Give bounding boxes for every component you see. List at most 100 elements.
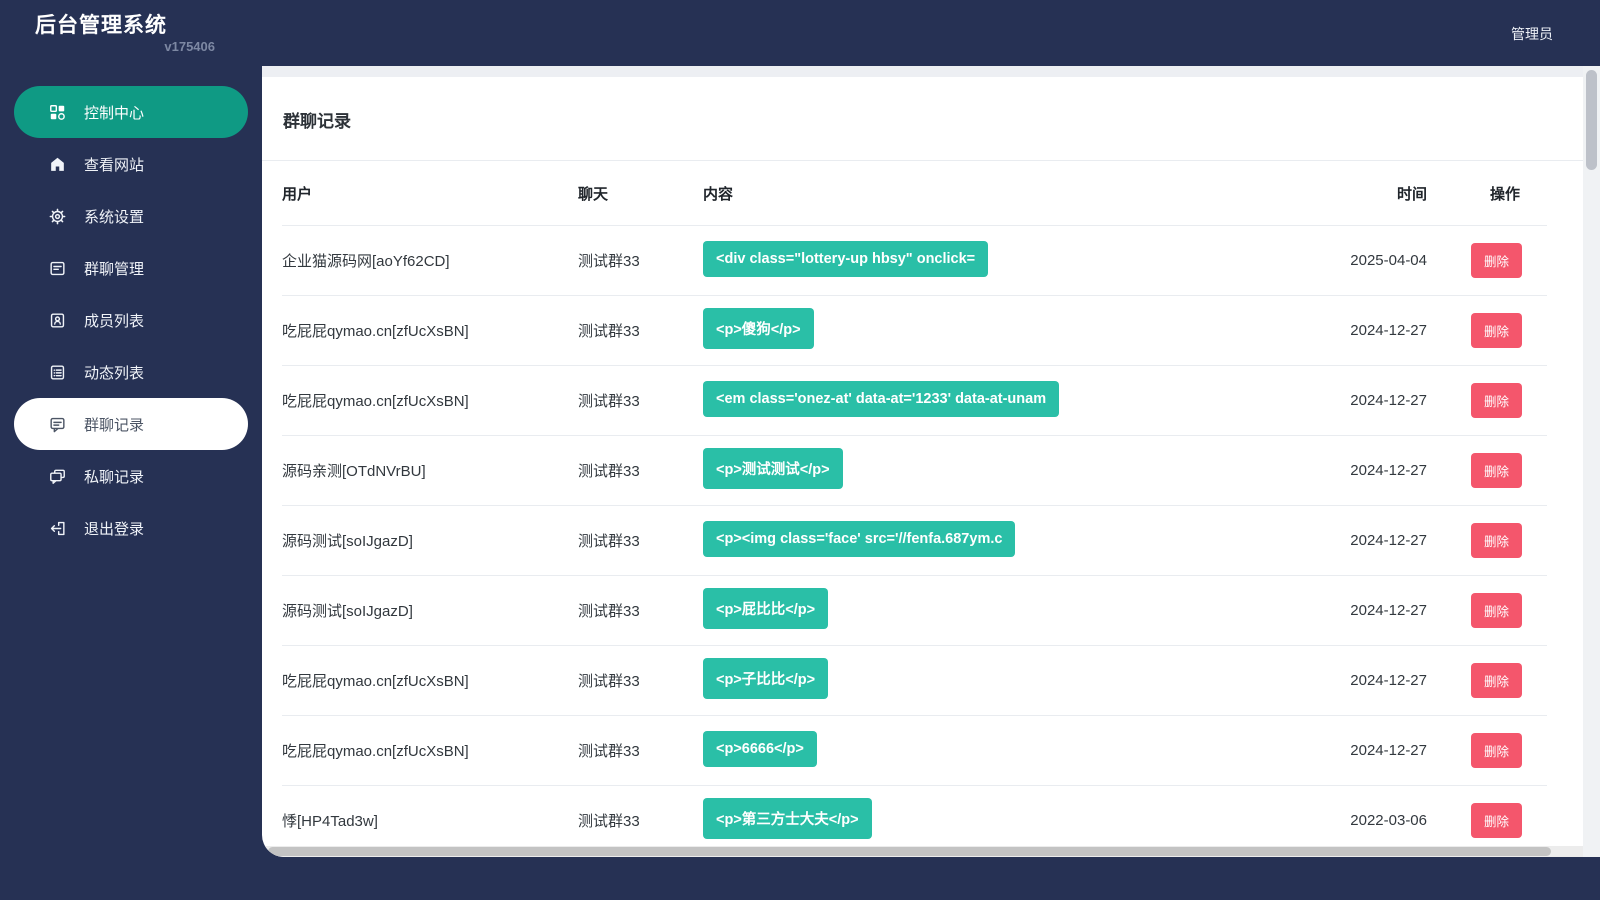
delete-button[interactable]: 删除 xyxy=(1470,803,1522,838)
user-cell: 吃屁屁qymao.cn[zfUcXsBN] xyxy=(282,743,469,760)
member-card-icon xyxy=(47,310,67,330)
user-cell: 源码测试[soIJgazD] xyxy=(282,533,413,550)
header-action: 操作 xyxy=(1489,185,1520,203)
time-cell: 2024-12-27 xyxy=(1350,742,1427,759)
vertical-scrollbar-thumb[interactable] xyxy=(1586,70,1597,170)
header-content: 内容 xyxy=(703,185,734,203)
action-cell: 删除 xyxy=(1427,243,1547,278)
chat-cell: 测试群33 xyxy=(578,813,640,830)
sidebar-item-group-manage[interactable]: 群聊管理 xyxy=(14,242,248,294)
vertical-scrollbar[interactable] xyxy=(1583,66,1600,857)
delete-button[interactable]: 删除 xyxy=(1470,523,1522,558)
app-version: v175406 xyxy=(164,39,215,54)
action-cell: 删除 xyxy=(1427,593,1547,628)
user-cell: 吃屁屁qymao.cn[zfUcXsBN] xyxy=(282,323,469,340)
sidebar-item-member-list[interactable]: 成员列表 xyxy=(14,294,248,346)
content-cell: <p>6666</p> xyxy=(694,730,1297,771)
delete-button[interactable]: 删除 xyxy=(1470,593,1522,628)
action-cell: 删除 xyxy=(1427,313,1547,348)
delete-button[interactable]: 删除 xyxy=(1470,663,1522,698)
dashboard-grid-icon xyxy=(47,102,67,122)
table-row: 源码测试[soIJgazD] 测试群33 <p>屁比比</p> 2024-12-27 删… xyxy=(282,576,1547,646)
sidebar-item-feed-list[interactable]: 动态列表 xyxy=(14,346,248,398)
sidebar-item-label: 系统设置 xyxy=(84,208,145,226)
content-cell: <div class="lottery-up hbsy" onclick= xyxy=(694,240,1297,281)
chat-cell: 测试群33 xyxy=(578,673,640,690)
delete-button[interactable]: 删除 xyxy=(1470,313,1522,348)
table-body: 企业猫源码网[aoYf62CD] 测试群33 <div class="lottery… xyxy=(262,226,1583,856)
user-cell: 悸[HP4Tad3w] xyxy=(282,813,378,830)
sidebar-item-control-center[interactable]: 控制中心 xyxy=(14,86,248,138)
delete-button[interactable]: 删除 xyxy=(1470,383,1522,418)
user-cell: 吃屁屁qymao.cn[zfUcXsBN] xyxy=(282,673,469,690)
user-cell: 源码亲测[OTdNVrBU] xyxy=(282,463,426,480)
action-cell: 删除 xyxy=(1427,733,1547,768)
sidebar-item-view-site[interactable]: 查看网站 xyxy=(14,138,248,190)
chat-double-icon xyxy=(47,466,67,486)
chat-cell: 测试群33 xyxy=(578,743,640,760)
content-badge: <p>6666</p> xyxy=(703,730,817,767)
sidebar-nav: 控制中心查看网站系统设置群聊管理成员列表动态列表群聊记录私聊记录退出登录 xyxy=(0,66,262,554)
horizontal-scrollbar[interactable] xyxy=(262,846,1583,857)
chat-lines-icon xyxy=(47,414,67,434)
content-badge: <em class='onez-at' data-at='1233' data-… xyxy=(703,380,1060,417)
content-cell: <p>第三方士大夫</p> xyxy=(694,798,1297,843)
content-top-gap xyxy=(262,66,1583,77)
content-badge: <p>屁比比</p> xyxy=(703,588,829,629)
content-badge: <p>傻狗</p> xyxy=(703,308,814,349)
table-row: 源码测试[soIJgazD] 测试群33 <p><img class='face' … xyxy=(282,506,1547,576)
sidebar-item-group-chat-log[interactable]: 群聊记录 xyxy=(14,398,248,450)
table-row: 吃屁屁qymao.cn[zfUcXsBN] 测试群33 <p>6666</p> 202… xyxy=(282,716,1547,786)
home-icon xyxy=(47,154,67,174)
header-chat: 聊天 xyxy=(578,185,609,203)
sidebar-item-label: 退出登录 xyxy=(84,520,145,538)
app-logo: 后台管理系统 v175406 xyxy=(35,13,215,54)
sidebar-item-label: 动态列表 xyxy=(84,364,145,382)
gear-icon xyxy=(47,206,67,226)
chat-cell: 测试群33 xyxy=(578,603,640,620)
content-cell: <p>测试测试</p> xyxy=(694,448,1297,493)
content-cell: <p>屁比比</p> xyxy=(694,588,1297,633)
time-cell: 2024-12-27 xyxy=(1350,532,1427,549)
content-badge: <p>测试测试</p> xyxy=(703,448,843,489)
sidebar-item-label: 控制中心 xyxy=(84,104,145,122)
table-header-row: 用户 聊天 内容 时间 操作 xyxy=(282,161,1547,226)
app-title: 后台管理系统 xyxy=(35,14,167,37)
current-user-menu[interactable]: 管理员 xyxy=(1511,26,1553,42)
chat-cell: 测试群33 xyxy=(578,463,640,480)
sidebar-item-label: 成员列表 xyxy=(84,312,145,330)
time-cell: 2024-12-27 xyxy=(1350,322,1427,339)
title-divider xyxy=(262,160,1583,161)
chat-cell: 测试群33 xyxy=(578,533,640,550)
time-cell: 2024-12-27 xyxy=(1350,462,1427,479)
action-cell: 删除 xyxy=(1427,383,1547,418)
sidebar-item-label: 群聊记录 xyxy=(84,416,145,434)
table-row: 悸[HP4Tad3w] 测试群33 <p>第三方士大夫</p> 2022-03-06 删… xyxy=(282,786,1547,856)
sidebar-item-logout[interactable]: 退出登录 xyxy=(14,502,248,554)
time-cell: 2024-12-27 xyxy=(1350,672,1427,689)
header-user: 用户 xyxy=(282,185,313,203)
document-lines-icon xyxy=(47,258,67,278)
sidebar-item-label: 群聊管理 xyxy=(84,260,145,278)
logout-icon xyxy=(47,518,67,538)
action-cell: 删除 xyxy=(1427,803,1547,838)
content-cell: <em class='onez-at' data-at='1233' data-… xyxy=(694,380,1297,421)
delete-button[interactable]: 删除 xyxy=(1470,453,1522,488)
main-content: 群聊记录 用户 聊天 内容 时间 操作 企业猫源码网[aoYf62CD] 测试群3… xyxy=(262,66,1583,900)
sidebar-item-label: 私聊记录 xyxy=(84,468,145,486)
content-cell: <p>子比比</p> xyxy=(694,658,1297,703)
table-row: 企业猫源码网[aoYf62CD] 测试群33 <div class="lottery… xyxy=(282,226,1547,296)
page-title: 群聊记录 xyxy=(283,112,351,131)
delete-button[interactable]: 删除 xyxy=(1470,733,1522,768)
sidebar-item-private-chat-log[interactable]: 私聊记录 xyxy=(14,450,248,502)
table-row: 源码亲测[OTdNVrBU] 测试群33 <p>测试测试</p> 2024-12-27… xyxy=(282,436,1547,506)
user-cell: 企业猫源码网[aoYf62CD] xyxy=(282,253,450,270)
content-cell: <p>傻狗</p> xyxy=(694,308,1297,353)
delete-button[interactable]: 删除 xyxy=(1470,243,1522,278)
action-cell: 删除 xyxy=(1427,453,1547,488)
sidebar-item-system-settings[interactable]: 系统设置 xyxy=(14,190,248,242)
horizontal-scrollbar-thumb[interactable] xyxy=(268,847,1551,856)
content-badge: <p><img class='face' src='//fenfa.687ym.… xyxy=(703,520,1016,557)
content-badge: <p>子比比</p> xyxy=(703,658,829,699)
